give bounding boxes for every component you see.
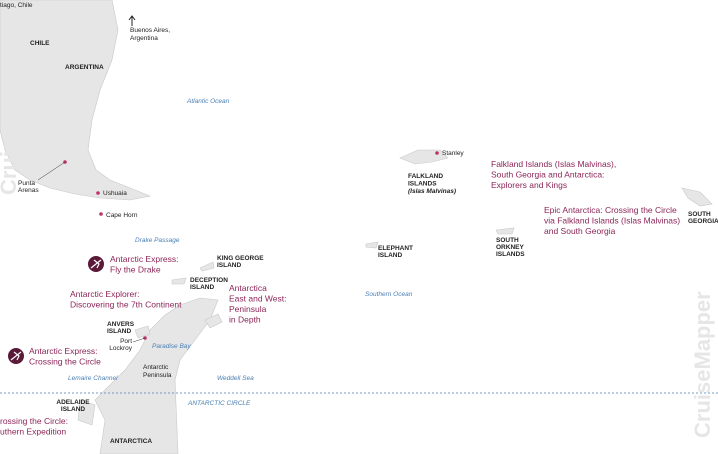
place-label: tiago, Chile bbox=[0, 2, 33, 9]
route-link[interactable]: and South Georgia bbox=[544, 226, 616, 236]
place-label: ISLANDS bbox=[408, 181, 437, 188]
place-label: ANVERS bbox=[107, 321, 135, 328]
route-link[interactable]: uthern Expedition bbox=[0, 427, 66, 437]
route-link[interactable]: Antarctic Express: bbox=[29, 346, 98, 356]
route-link[interactable]: Epic Antarctica: Crossing the Circle bbox=[544, 205, 677, 215]
route-link[interactable]: Antarctic Explorer: bbox=[70, 289, 139, 299]
place-label: GEORGIA bbox=[688, 218, 718, 225]
route-link[interactable]: Peninsula bbox=[229, 304, 267, 314]
route-link[interactable]: rossing the Circle: bbox=[0, 416, 68, 426]
water-label: Atlantic Ocean bbox=[186, 98, 230, 105]
direction-arrow bbox=[128, 15, 136, 26]
place-label: ELEPHANT bbox=[378, 245, 413, 252]
port-dot bbox=[96, 191, 100, 195]
flight-icon-plane bbox=[90, 259, 102, 269]
place-label: SOUTH bbox=[688, 211, 711, 218]
route-link[interactable]: via Falkland Islands (Islas Malvinas) bbox=[544, 216, 680, 226]
place-label: Punta bbox=[18, 180, 35, 187]
place-label: ORKNEY bbox=[496, 244, 524, 251]
water-label: Weddell Sea bbox=[217, 375, 254, 382]
place-label: FALKLAND bbox=[408, 173, 443, 180]
place-label: Buenos Aires, bbox=[130, 27, 170, 34]
place-label: (Islas Malvinas) bbox=[408, 188, 456, 195]
route-link[interactable]: in Depth bbox=[229, 315, 261, 325]
place-label: Ushuaia bbox=[103, 190, 127, 197]
place-label: ARGENTINA bbox=[65, 64, 104, 71]
watermark: CruiseMapper bbox=[690, 291, 715, 438]
place-label: CHILE bbox=[30, 40, 50, 47]
water-label: Southern Ocean bbox=[365, 291, 413, 298]
place-label: Cape Horn bbox=[106, 212, 138, 219]
route-link[interactable]: East and West: bbox=[229, 294, 286, 304]
place-label: DECEPTION bbox=[190, 277, 228, 284]
place-label: Antarctic bbox=[143, 364, 169, 371]
place-label: ISLAND bbox=[190, 284, 215, 291]
place-label: ISLANDS bbox=[496, 251, 525, 258]
route-link[interactable]: Discovering the 7th Continent bbox=[70, 300, 182, 310]
route-link[interactable]: Fly the Drake bbox=[110, 265, 161, 275]
place-label: ISLAND bbox=[378, 252, 403, 259]
place-label: Peninsula bbox=[143, 372, 172, 379]
place-label: SOUTH bbox=[496, 237, 519, 244]
route-link[interactable]: Explorers and Kings bbox=[491, 180, 567, 190]
water-label: Drake Passage bbox=[135, 237, 180, 244]
place-label: Arenas bbox=[18, 187, 39, 194]
markers bbox=[8, 15, 439, 364]
route-link[interactable]: Antarctic Express: bbox=[110, 254, 179, 264]
route-link[interactable]: Crossing the Circle bbox=[29, 357, 101, 367]
water-label: Paradise Bay bbox=[152, 343, 191, 350]
place-label: ISLAND bbox=[107, 328, 132, 335]
place-label: Argentina bbox=[130, 35, 158, 42]
route-link[interactable]: South Georgia and Antarctica: bbox=[491, 170, 604, 180]
leader-line bbox=[132, 337, 146, 343]
leader-line bbox=[37, 161, 66, 181]
port-dot bbox=[435, 151, 439, 155]
water-label: Lemaire Channel bbox=[68, 375, 118, 382]
place-label: ISLAND bbox=[61, 406, 86, 413]
place-label: KING GEORGE bbox=[217, 255, 264, 262]
place-label: ADELAIDE bbox=[56, 399, 90, 406]
place-label: ISLAND bbox=[217, 262, 242, 269]
route-link[interactable]: Falkland Islands (Islas Malvinas), bbox=[491, 159, 616, 169]
flight-icon-plane bbox=[10, 351, 22, 361]
watermark: CruiseMapper bbox=[0, 48, 21, 195]
route-link[interactable]: Antarctica bbox=[229, 283, 267, 293]
place-label: Stanley bbox=[442, 150, 464, 157]
water-label: ANTARCTIC CIRCLE bbox=[187, 400, 251, 407]
place-label: Port bbox=[120, 338, 132, 345]
port-dot bbox=[99, 212, 103, 216]
place-label: Lockroy bbox=[109, 345, 133, 352]
place-label: ANTARCTICA bbox=[110, 438, 152, 445]
